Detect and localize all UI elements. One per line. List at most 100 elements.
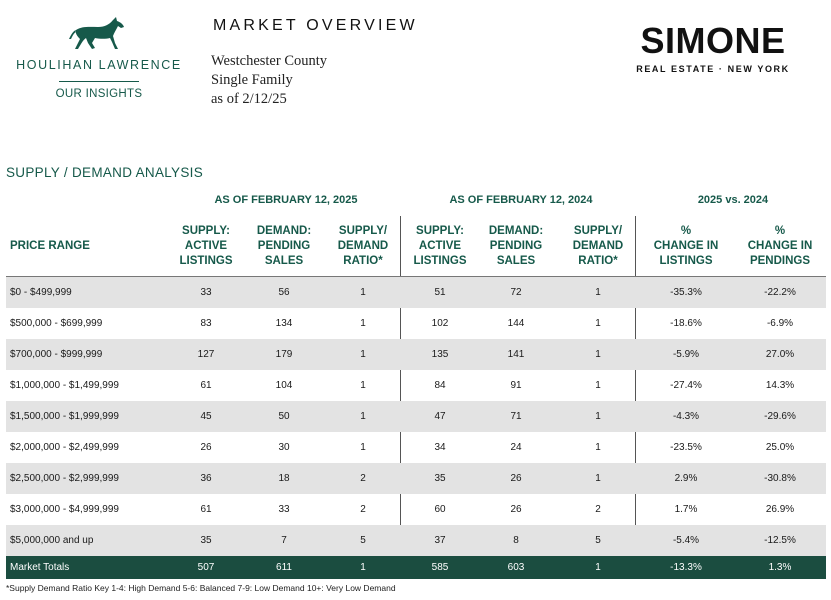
cell-change-listings: 2.9% [674, 473, 698, 484]
cell-ratio-2024: 1 [595, 411, 601, 422]
cell-supply-2024: 51 [434, 287, 446, 298]
table-row: $1,500,000 - $1,999,999 45 50 1 47 71 1 … [6, 401, 826, 432]
cell-demand-2025: 179 [275, 349, 293, 360]
cell-change-listings: -13.3% [670, 562, 702, 573]
cell-supply-2025: 26 [200, 442, 212, 453]
cell-supply-2024: 585 [431, 562, 449, 573]
cell-ratio-2025: 1 [360, 562, 366, 573]
cell-change-pendings: 25.0% [765, 442, 795, 453]
cell-change-pendings: 1.3% [768, 562, 792, 573]
cell-change-listings: 1.7% [674, 504, 698, 515]
cell-demand-2024: 603 [507, 562, 525, 573]
group-header-compare: 2025 vs. 2024 [697, 194, 769, 206]
cell-demand-2025: 33 [278, 504, 290, 515]
cell-demand-2025: 56 [278, 287, 290, 298]
cell-demand-2025: 134 [275, 318, 293, 329]
cell-ratio-2024: 5 [595, 535, 601, 546]
cell-supply-2025: 33 [200, 287, 212, 298]
cell-demand-2025: 611 [276, 562, 292, 573]
table-row: $700,000 - $999,999 127 179 1 135 141 1 … [6, 339, 826, 370]
col-ratio-2025: SUPPLY/ DEMAND RATIO* [337, 225, 389, 267]
cell-ratio-2025: 5 [360, 535, 366, 546]
cell-change-listings: -18.6% [670, 318, 702, 329]
brand-name: HOULIHAN LAWRENCE [16, 58, 182, 72]
table-row: $5,000,000 and up 35 7 5 37 8 5 -5.4% -1… [6, 525, 826, 556]
cell-supply-2025: 35 [200, 535, 212, 546]
table-header: PRICE RANGE SUPPLY: ACTIVE LISTINGS DEMA… [6, 216, 826, 277]
cell-supply-2024: 135 [431, 349, 449, 360]
col-demand-2024: DEMAND: PENDING SALES [488, 225, 544, 267]
cell-ratio-2024: 1 [595, 380, 601, 391]
cell-supply-2024: 60 [434, 504, 446, 515]
cell-demand-2024: 72 [510, 287, 522, 298]
page-title: MARKET OVERVIEW [213, 17, 418, 34]
cell-demand-2024: 8 [513, 535, 519, 546]
cell-change-listings: -4.3% [672, 411, 700, 422]
cell-supply-2025: 127 [197, 349, 215, 360]
cell-supply-2024: 35 [434, 473, 446, 484]
col-change-listings: % CHANGE IN LISTINGS [653, 225, 719, 267]
cell-demand-2025: 7 [281, 535, 287, 546]
cell-ratio-2025: 2 [360, 504, 366, 515]
cell-ratio-2024: 2 [595, 504, 601, 515]
brand-tagline: OUR INSIGHTS [55, 88, 143, 100]
cell-change-listings: -27.4% [670, 380, 702, 391]
col-ratio-2024: SUPPLY/ DEMAND RATIO* [572, 225, 624, 267]
cell-ratio-2024: 1 [595, 287, 601, 298]
cell-ratio-2025: 2 [360, 473, 366, 484]
cell-supply-2025: 83 [200, 318, 212, 329]
cell-change-pendings: -22.2% [764, 287, 796, 298]
col-change-pendings: % CHANGE IN PENDINGS [747, 225, 813, 267]
column-divider [400, 216, 401, 556]
cell-demand-2024: 144 [507, 318, 525, 329]
cell-supply-2025: 36 [200, 473, 212, 484]
group-header-current: AS OF FEBRUARY 12, 2025 [214, 194, 358, 206]
cell-demand-2024: 71 [510, 411, 522, 422]
cell-supply-2025: 45 [200, 411, 212, 422]
cell-ratio-2024: 1 [595, 442, 601, 453]
table-row: $2,000,000 - $2,499,999 26 30 1 34 24 1 … [6, 432, 826, 463]
cell-ratio-2025: 1 [360, 318, 366, 329]
cell-change-pendings: 27.0% [765, 349, 795, 360]
supply-demand-table: PRICE RANGE SUPPLY: ACTIVE LISTINGS DEMA… [6, 216, 826, 579]
cell-range: Market Totals [10, 562, 70, 573]
cell-range: $1,000,000 - $1,499,999 [10, 380, 119, 391]
cell-supply-2024: 34 [434, 442, 446, 453]
cell-change-pendings: 14.3% [765, 380, 795, 391]
totals-row: Market Totals 507 611 1 585 603 1 -13.3%… [6, 556, 826, 579]
table-row: $0 - $499,999 33 56 1 51 72 1 -35.3% -22… [6, 277, 826, 308]
cell-demand-2025: 18 [278, 473, 290, 484]
horse-logo-icon [69, 17, 124, 49]
cell-change-listings: -23.5% [670, 442, 702, 453]
cell-supply-2024: 37 [434, 535, 446, 546]
property-type-label: Single Family [211, 72, 293, 88]
cell-ratio-2024: 1 [595, 562, 601, 573]
report-details: Westchester County Single Family as of 2… [211, 52, 327, 109]
cell-change-listings: -5.9% [672, 349, 700, 360]
houlihan-lawrence-logo: HOULIHAN LAWRENCE OUR INSIGHTS [14, 16, 184, 100]
cell-ratio-2025: 1 [360, 442, 366, 453]
cell-demand-2024: 91 [510, 380, 522, 391]
cell-range: $0 - $499,999 [10, 287, 72, 298]
table-row: $500,000 - $699,999 83 134 1 102 144 1 -… [6, 308, 826, 339]
cell-ratio-2025: 1 [360, 380, 366, 391]
col-demand-2025: DEMAND: PENDING SALES [256, 225, 312, 267]
cell-range: $3,000,000 - $4,999,999 [10, 504, 119, 515]
cell-supply-2024: 84 [434, 380, 446, 391]
cell-demand-2025: 50 [278, 411, 290, 422]
footnote: *Supply Demand Ratio Key 1-4: High Deman… [6, 583, 396, 593]
cell-ratio-2024: 1 [595, 473, 601, 484]
cell-demand-2025: 104 [275, 380, 293, 391]
county-label: Westchester County [211, 53, 328, 69]
cell-change-pendings: 26.9% [765, 504, 795, 515]
table-row: $1,000,000 - $1,499,999 61 104 1 84 91 1… [6, 370, 826, 401]
group-header-prior: AS OF FEBRUARY 12, 2024 [449, 194, 593, 206]
cell-demand-2025: 30 [278, 442, 290, 453]
table-row: $2,500,000 - $2,999,999 36 18 2 35 26 1 … [6, 463, 826, 494]
as-of-date: as of 2/12/25 [211, 91, 287, 107]
section-title: SUPPLY / DEMAND ANALYSIS [6, 165, 204, 180]
cell-ratio-2024: 1 [595, 349, 601, 360]
cell-demand-2024: 141 [507, 349, 525, 360]
cell-ratio-2025: 1 [360, 349, 366, 360]
cell-range: $2,000,000 - $2,499,999 [10, 442, 119, 453]
